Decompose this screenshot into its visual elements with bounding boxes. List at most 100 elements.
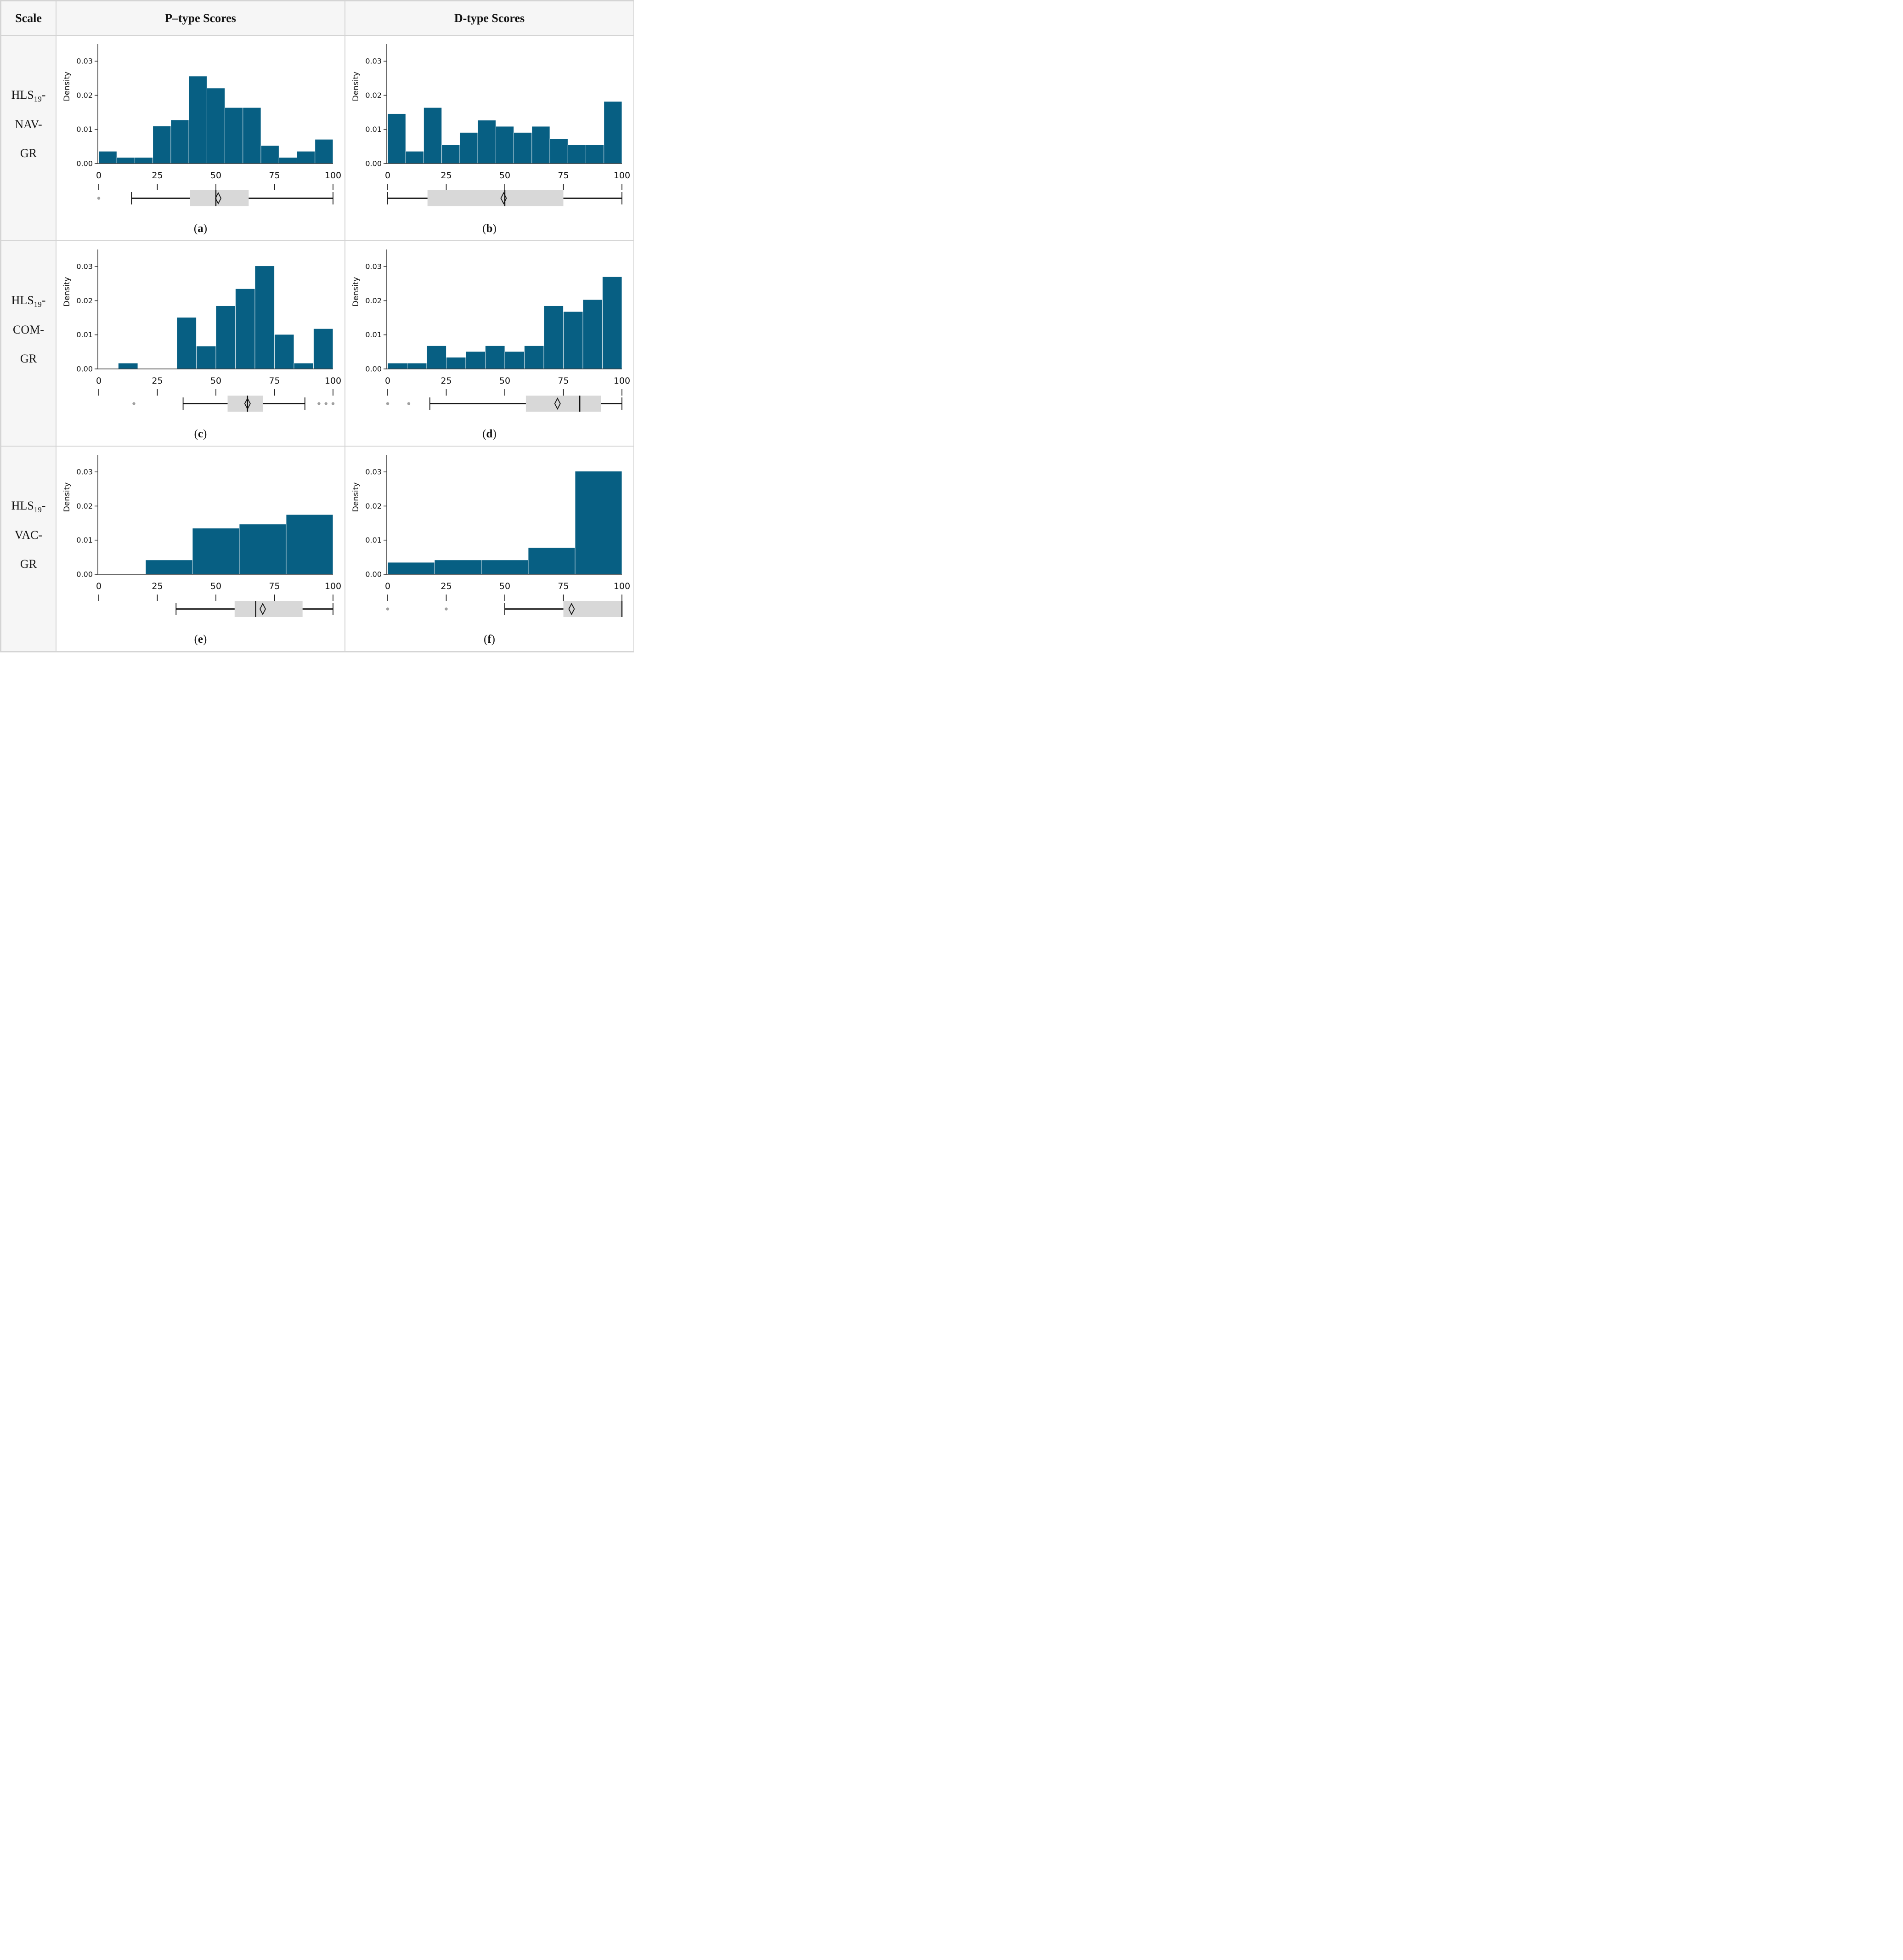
y-tick-label: 0.02 [365,502,382,510]
histogram-boxplot-panel-d: 0.00 0.01 0.02 0.03 Density 0 25 50 75 100 [351,249,630,412]
histogram-bar [603,101,622,164]
y-tick-label: 0.02 [76,91,93,100]
histogram-boxplot-panel-b: 0.00 0.01 0.02 0.03 Density 0 25 50 75 100 [351,44,630,206]
histogram-bar [485,346,505,369]
y-tick-label: 0.01 [365,536,382,544]
histogram-bar [98,151,117,164]
y-axis-title: Density [62,482,72,512]
boxplot-box [427,190,563,206]
panel-e-cell: 0.00 0.01 0.02 0.03 Density 0 25 50 75 100 (e) [56,447,344,651]
histogram-bar [563,311,583,369]
x-tick-label: 0 [384,170,390,181]
histogram-bar [196,346,216,369]
boxplot-mean-diamond [500,192,507,204]
x-tick-label: 100 [324,581,341,591]
histogram-bar [274,334,294,369]
y-tick-label: 0.01 [365,125,382,134]
y-tick-label: 0.00 [76,570,93,579]
y-axis-title: Density [351,277,361,307]
histogram-bar [524,346,544,369]
histogram-bar [602,277,622,369]
histogram-bar [459,132,478,164]
histogram-bar [543,306,564,369]
histogram-bar [441,144,460,164]
scale-label-com: HLS19- COM- GR [1,241,56,446]
y-tick-label: 0.01 [76,330,93,339]
histogram-bar [423,107,442,164]
panel-d-cell: 0.00 0.01 0.02 0.03 Density 0 25 50 75 100 (d) [345,241,633,446]
x-tick-label: 75 [269,376,280,386]
y-tick-label: 0.00 [365,365,382,374]
y-tick-label: 0.00 [365,159,382,168]
x-tick-label: 75 [269,581,280,591]
x-tick-label: 25 [152,581,163,591]
boxplot-outlier [386,607,389,611]
histogram-bar [387,113,406,164]
histogram-bar [145,560,192,575]
histogram-bar [286,514,333,575]
y-tick-label: 0.00 [365,570,382,579]
panel-c-caption: (c) [194,428,207,440]
histogram-bar [567,144,586,164]
boxplot-box [563,601,622,617]
boxplot-outlier [444,607,448,611]
figure-table: Scale P–type Scores D-type Scores HLS19-… [0,0,634,652]
panel-b-cell: 0.00 0.01 0.02 0.03 Density 0 25 50 75 100 (b) [345,36,633,240]
boxplot-box [525,396,601,412]
y-tick-label: 0.01 [365,330,382,339]
x-tick-label: 25 [440,376,452,386]
histogram-bar [582,299,603,369]
histogram-bar [192,528,239,575]
x-tick-label: 75 [558,170,569,181]
histogram-bar [235,289,255,369]
y-axis-title: Density [351,482,361,512]
histogram-bar [405,151,424,164]
header-dtype: D-type Scores [345,1,633,35]
x-tick-label: 50 [499,581,510,591]
histogram-bar [118,363,138,369]
boxplot-box [234,601,303,617]
y-tick-label: 0.03 [365,468,382,476]
histogram-boxplot-panel-a: 0.00 0.01 0.02 0.03 Density 0 25 50 75 100 [62,44,341,206]
x-tick-label: 25 [440,581,452,591]
panel-f-caption: (f) [484,633,495,646]
panel-e-caption: (e) [194,633,207,646]
boxplot-box [190,190,248,206]
histogram-bar [387,562,435,575]
x-tick-label: 50 [210,170,221,181]
y-axis-title: Density [62,72,72,102]
histogram-bar [314,139,333,164]
x-tick-label: 75 [558,376,569,386]
boxplot-outlier [407,402,410,405]
panel-c-cell: 0.00 0.01 0.02 0.03 Density 0 25 50 75 100 (c) [56,241,344,446]
histogram-bar [477,120,496,164]
y-axis-title: Density [62,277,72,307]
header-ptype-label: P–type Scores [165,11,236,25]
histogram-bar [434,560,481,575]
histogram-bar [549,138,568,164]
x-tick-label: 25 [152,170,163,181]
x-tick-label: 0 [96,376,101,386]
x-tick-label: 50 [210,376,221,386]
histogram-bar [296,151,315,164]
histogram-bar [224,107,243,164]
boxplot-mean-diamond [215,192,221,204]
histogram-bar [387,363,407,369]
header-scale: Scale [1,1,56,35]
x-tick-label: 100 [613,376,630,386]
histogram-bar [206,88,225,164]
header-scale-label: Scale [15,11,42,25]
panel-d-caption: (d) [482,428,497,440]
panel-a-caption: (a) [193,222,208,235]
boxplot-outlier [317,402,321,405]
scale-label-com-text: HLS19- COM- GR [11,293,46,366]
x-tick-label: 0 [384,376,390,386]
x-tick-label: 75 [269,170,280,181]
histogram-boxplot-panel-c: 0.00 0.01 0.02 0.03 Density 0 25 50 75 100 [62,249,341,412]
x-tick-label: 50 [499,170,510,181]
x-tick-label: 100 [613,581,630,591]
histogram-bar [242,107,261,164]
scale-label-nav: HLS19- NAV- GR [1,36,56,240]
histogram-boxplot-panel-e: 0.00 0.01 0.02 0.03 Density 0 25 50 75 100 [62,455,341,617]
x-tick-label: 0 [96,170,101,181]
